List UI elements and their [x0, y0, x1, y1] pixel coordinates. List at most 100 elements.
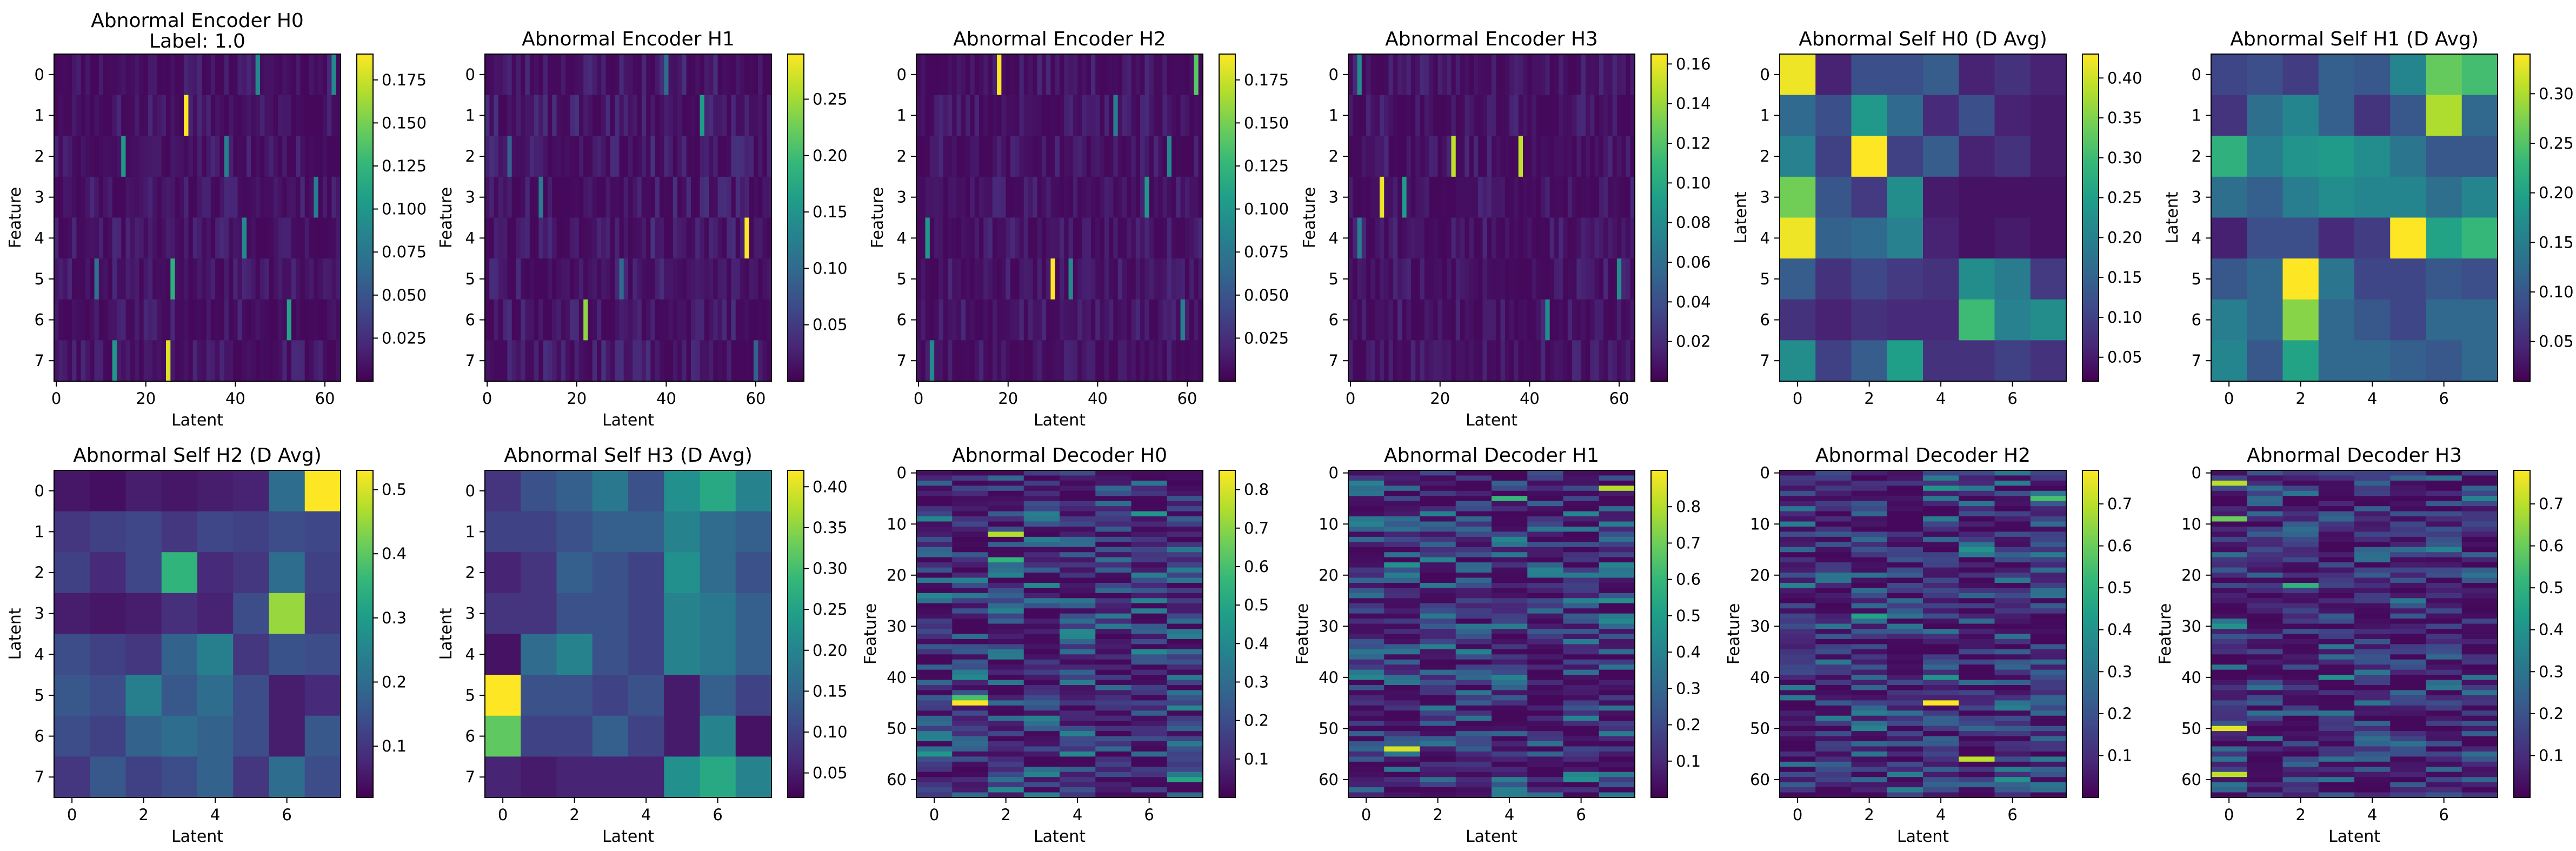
heatmap-cell — [1599, 54, 1604, 96]
heatmap-cell — [2461, 536, 2498, 542]
heatmap-cell — [2354, 710, 2391, 716]
heatmap-cell — [1131, 511, 1168, 517]
heatmap-cell — [1167, 649, 1203, 655]
heatmap-cell — [1994, 782, 2031, 788]
heatmap-cell — [534, 258, 539, 300]
heatmap-cell — [1060, 710, 1096, 716]
heatmap-cell — [2030, 217, 2067, 259]
heatmap-cell — [1455, 741, 1492, 747]
heatmap-cell — [1923, 736, 1959, 742]
heatmap-cell — [1433, 258, 1439, 300]
heatmap-cell — [1923, 475, 1959, 481]
heatmap-cell — [1541, 340, 1546, 382]
heatmap-cell — [2318, 506, 2355, 512]
heatmap-cell — [1527, 685, 1564, 691]
heatmap-cell — [228, 54, 234, 96]
heatmap-cell — [1131, 669, 1168, 675]
y-tick-label: 50 — [2181, 719, 2201, 737]
heatmap-cell — [556, 95, 562, 136]
heatmap-cell — [130, 340, 135, 382]
heatmap-cell — [2282, 619, 2319, 624]
heatmap-cell — [125, 675, 162, 716]
heatmap-cell — [992, 54, 997, 96]
heatmap-cell — [2354, 531, 2391, 537]
heatmap-cell — [1603, 217, 1608, 259]
heatmap-cell — [1527, 506, 1564, 512]
heatmap-cell — [1348, 557, 1384, 563]
heatmap-cell — [1585, 258, 1590, 300]
heatmap-cell — [988, 501, 1024, 507]
heatmap-cell — [1194, 176, 1199, 218]
heatmap-cell — [1851, 557, 1888, 563]
heatmap-cell — [1887, 552, 1923, 558]
colorbar-tick-label: 0.10 — [1676, 174, 1711, 192]
heatmap-cell — [1046, 136, 1051, 177]
heatmap-cell — [673, 176, 678, 218]
heatmap-cell — [1348, 629, 1384, 635]
heatmap-cell — [2426, 501, 2462, 507]
heatmap-cell — [1370, 340, 1376, 382]
heatmap-cell — [1397, 176, 1402, 218]
heatmap-cell — [916, 608, 953, 614]
heatmap-cell — [1060, 608, 1096, 614]
colorbar-tick-label: 0.1 — [1244, 750, 1269, 768]
heatmap-cell — [682, 217, 687, 259]
heatmap-cell — [1384, 217, 1389, 259]
heatmap-cell — [233, 634, 270, 675]
heatmap-cell — [1122, 176, 1127, 218]
heatmap-cell — [1492, 95, 1496, 136]
heatmap-cell — [1887, 782, 1923, 788]
heatmap-cell — [1006, 136, 1011, 177]
heatmap-cell — [1536, 258, 1541, 300]
heatmap-cell — [2426, 669, 2462, 675]
heatmap-cell — [157, 176, 162, 218]
heatmap-cell — [98, 217, 104, 259]
heatmap-cell — [1095, 506, 1132, 512]
heatmap-cell — [749, 258, 754, 300]
heatmap-cell — [1023, 649, 1060, 655]
heatmap-cell — [988, 756, 1024, 762]
heatmap-cell — [1095, 516, 1132, 522]
heatmap-cell — [219, 136, 225, 177]
x-tick-label: 2 — [2295, 806, 2305, 824]
heatmap-cell — [1455, 649, 1492, 655]
heatmap-cell — [1492, 562, 1528, 568]
heatmap-cell — [188, 258, 194, 300]
heatmap-cell — [1046, 176, 1051, 218]
heatmap-cell — [1348, 603, 1384, 609]
heatmap-cell — [952, 680, 989, 686]
heatmap-cell — [1492, 772, 1528, 777]
heatmap-cell — [664, 470, 701, 512]
heatmap-cell — [988, 680, 1024, 686]
heatmap-cell — [1492, 767, 1528, 773]
heatmap-cell — [1095, 475, 1132, 481]
heatmap-cell — [1994, 695, 2031, 701]
heatmap-cell — [2282, 496, 2319, 502]
heatmap-cell — [659, 258, 664, 300]
heatmap-cell — [615, 95, 620, 136]
heatmap-cell — [1500, 95, 1506, 136]
heatmap-cell — [2461, 777, 2498, 783]
heatmap-cell — [90, 176, 95, 218]
heatmap-cell — [583, 176, 589, 218]
heatmap-cell — [1455, 552, 1492, 558]
heatmap-cell — [1887, 506, 1923, 512]
heatmap-cell — [1060, 496, 1096, 502]
heatmap-cell — [1815, 644, 1852, 650]
heatmap-panel-7: Abnormal Self H3 (D Avg)0 2 4 601234567Late… — [437, 444, 848, 846]
heatmap-cell — [952, 726, 989, 732]
heatmap-cell — [1815, 751, 1852, 757]
y-tick-label: 40 — [1750, 668, 1770, 687]
heatmap-cell — [233, 258, 238, 300]
heatmap-cell — [1994, 582, 2031, 589]
heatmap-cell — [1599, 557, 1635, 563]
heatmap-cell — [157, 340, 162, 382]
heatmap-cell — [1536, 136, 1541, 177]
heatmap-cell — [655, 54, 660, 96]
heatmap-cell — [1563, 258, 1568, 300]
heatmap-cell — [331, 299, 337, 341]
heatmap-cell — [2318, 516, 2355, 522]
heatmap-cell — [1815, 777, 1852, 783]
heatmap-cell — [1064, 54, 1069, 96]
heatmap-cell — [1348, 136, 1353, 177]
